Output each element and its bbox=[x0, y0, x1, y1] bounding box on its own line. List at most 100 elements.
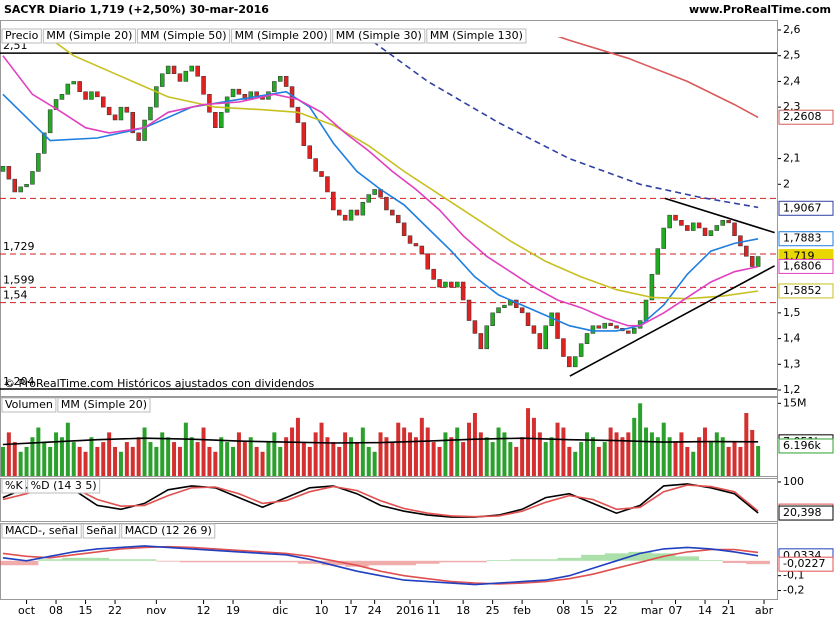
candle bbox=[460, 281, 466, 301]
volume-bar bbox=[691, 451, 696, 476]
x-tick-label: nov bbox=[146, 604, 167, 617]
histogram-bar bbox=[61, 557, 86, 561]
candle bbox=[413, 243, 419, 247]
histogram-bar bbox=[345, 560, 369, 567]
volume-bar bbox=[65, 422, 70, 476]
candle bbox=[590, 325, 596, 334]
legend-label: MM (Simple 20) bbox=[46, 29, 132, 42]
candle bbox=[242, 94, 248, 100]
volume-bar bbox=[419, 417, 424, 476]
candle bbox=[106, 106, 112, 116]
volume-bar bbox=[113, 446, 118, 476]
x-tick-label: oct bbox=[18, 604, 36, 617]
legend-box bbox=[1, 523, 82, 539]
candle bbox=[419, 245, 425, 254]
volume-bar bbox=[254, 446, 259, 476]
legend-label: Señal bbox=[86, 524, 117, 537]
candle bbox=[165, 65, 171, 74]
volume-bar bbox=[679, 432, 684, 476]
candle bbox=[431, 268, 436, 280]
candle bbox=[749, 256, 755, 267]
volume-bar bbox=[295, 417, 300, 476]
candle bbox=[755, 256, 761, 267]
histogram-bar bbox=[227, 560, 251, 563]
volume-bar bbox=[408, 432, 413, 476]
candle bbox=[395, 214, 401, 224]
candle bbox=[584, 333, 590, 344]
volume-bar bbox=[443, 432, 448, 476]
candle bbox=[679, 220, 684, 226]
candle bbox=[30, 171, 35, 185]
series-line bbox=[2, 437, 759, 446]
candle bbox=[437, 279, 442, 288]
legend-label: MM (Simple 20) bbox=[61, 398, 147, 411]
volume-bar bbox=[266, 442, 271, 476]
volume-bar bbox=[490, 442, 495, 476]
candle bbox=[702, 227, 708, 236]
y-tick-label: 2 bbox=[783, 177, 790, 190]
value-tag bbox=[778, 556, 834, 572]
candle bbox=[401, 222, 407, 236]
legend-label: Volumen bbox=[5, 398, 53, 411]
x-tick-label: 07 bbox=[669, 604, 683, 617]
candle bbox=[283, 76, 289, 87]
volume-bar bbox=[30, 437, 35, 476]
volume-bar bbox=[437, 446, 442, 476]
volume-bar bbox=[467, 422, 472, 476]
y-tick-label: 2,4 bbox=[783, 74, 801, 87]
histogram-bar bbox=[675, 556, 700, 561]
volume-bar bbox=[378, 432, 383, 476]
candle bbox=[608, 322, 613, 326]
candle bbox=[537, 333, 543, 350]
volume-bar bbox=[655, 437, 660, 476]
candle bbox=[384, 196, 389, 211]
volume-bar bbox=[236, 432, 241, 476]
candle bbox=[372, 189, 377, 195]
volume-bar bbox=[502, 432, 507, 476]
volume-bar bbox=[118, 451, 123, 476]
volume-bar bbox=[59, 437, 64, 476]
volume-bar bbox=[478, 432, 483, 476]
volume-bar bbox=[307, 446, 312, 476]
value-tag-label: 20,398 bbox=[783, 506, 822, 519]
volume-bar bbox=[531, 417, 536, 476]
panel bbox=[2, 483, 759, 518]
volume-bar bbox=[366, 446, 371, 476]
volume-bar bbox=[325, 437, 330, 476]
candle bbox=[183, 70, 189, 82]
volume-bar bbox=[349, 437, 354, 476]
candle bbox=[342, 214, 348, 221]
legend-box bbox=[136, 28, 231, 44]
x-tick-label: 08 bbox=[556, 604, 570, 617]
trendline bbox=[664, 197, 775, 234]
volume-bar bbox=[402, 427, 407, 476]
candle bbox=[466, 299, 472, 321]
x-tick-label: 17 bbox=[344, 604, 358, 617]
volume-bar bbox=[177, 446, 182, 476]
y-tick-label: 100 bbox=[783, 475, 804, 488]
volume-bar bbox=[461, 442, 466, 476]
volume-bar bbox=[620, 437, 625, 476]
volume-bar bbox=[632, 417, 637, 476]
x-tick-label: 14 bbox=[698, 604, 712, 617]
volume-bar bbox=[166, 437, 171, 476]
volume-bar bbox=[413, 437, 418, 476]
series-line bbox=[2, 484, 759, 518]
volume-bar bbox=[207, 446, 212, 476]
candle bbox=[313, 158, 318, 172]
legend-box bbox=[121, 523, 216, 539]
level-label: 1,204 bbox=[3, 375, 35, 388]
candle bbox=[543, 325, 548, 350]
x-tick-label: 10 bbox=[315, 604, 329, 617]
x-tick-label: feb bbox=[513, 604, 531, 617]
legend-label: Precio bbox=[5, 29, 39, 42]
legend-box bbox=[1, 28, 42, 44]
candle bbox=[555, 312, 560, 339]
candle bbox=[0, 166, 6, 172]
y-tick-label: 15M bbox=[783, 396, 807, 409]
candle bbox=[41, 132, 47, 154]
value-tag bbox=[778, 283, 834, 299]
candle bbox=[213, 112, 218, 128]
volume-bar bbox=[644, 427, 649, 476]
